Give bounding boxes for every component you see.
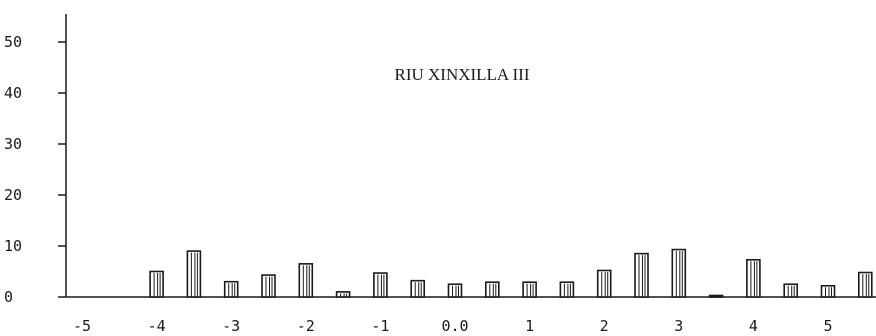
bar-rect: [708, 294, 724, 298]
bar-rect: [261, 274, 276, 298]
bar-rect: [447, 283, 463, 298]
bar: [820, 284, 836, 298]
y-tick-label: 40: [4, 84, 22, 102]
bar-rect: [186, 250, 202, 298]
x-tick-label: 5: [823, 317, 832, 335]
bar-rect: [149, 270, 164, 298]
bar: [447, 283, 463, 298]
bars: [149, 248, 873, 298]
bar-rect: [223, 280, 239, 298]
x-tick-label: -1: [371, 317, 389, 335]
bar: [373, 272, 388, 298]
x-tick-label: 4: [749, 317, 758, 335]
bar: [783, 283, 799, 298]
bar: [708, 294, 724, 298]
bar-rect: [335, 291, 351, 298]
bar: [298, 263, 314, 298]
bar: [186, 250, 202, 298]
bar: [634, 252, 649, 298]
bar-rect: [634, 252, 649, 298]
x-tick-label: 0.0: [441, 317, 468, 335]
bar-rect: [783, 283, 799, 298]
bar-rect: [671, 248, 687, 298]
x-axis: -5-4-3-2-10.0123456789: [66, 296, 876, 335]
bar-rect: [559, 281, 575, 298]
x-tick-label: -4: [148, 317, 166, 335]
bar: [223, 280, 239, 298]
bar-rect: [484, 281, 500, 298]
bar: [149, 270, 164, 298]
x-tick-label: 2: [600, 317, 609, 335]
bar: [484, 281, 500, 298]
bar-rect: [746, 258, 761, 298]
bar: [410, 279, 426, 298]
bar-rect: [857, 271, 873, 298]
y-tick-label: 0: [4, 288, 13, 306]
bar-rect: [373, 272, 388, 298]
bar: [261, 274, 276, 298]
bar: [857, 271, 873, 298]
bar-rect: [298, 263, 314, 298]
x-tick-label: -2: [297, 317, 315, 335]
x-tick-label: -5: [73, 317, 91, 335]
x-tick-label: 3: [674, 317, 683, 335]
x-tick-label: -3: [222, 317, 240, 335]
bar: [559, 281, 575, 298]
bar: [746, 258, 761, 298]
x-tick-label: 1: [525, 317, 534, 335]
y-axis: 0 10 20 30 40 50: [4, 14, 67, 306]
bar-rect: [522, 281, 537, 298]
chart-title: RIU XINXILLA III: [394, 65, 529, 84]
bar: [671, 248, 687, 298]
bar-rect: [596, 269, 612, 298]
bar-rect: [820, 284, 836, 298]
y-tick-label: 20: [4, 186, 22, 204]
y-tick-label: 10: [4, 237, 22, 255]
y-tick-label: 30: [4, 135, 22, 153]
bar: [596, 269, 612, 298]
bar: [522, 281, 537, 298]
y-tick-label: 50: [4, 33, 22, 51]
bar-rect: [410, 279, 426, 298]
bar: [335, 291, 351, 298]
